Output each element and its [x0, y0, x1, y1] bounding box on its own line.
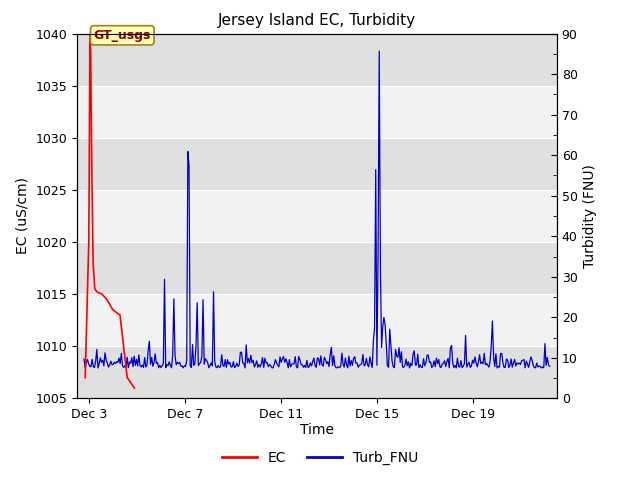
Bar — [77, 346, 557, 398]
Y-axis label: Turbidity (FNU): Turbidity (FNU) — [583, 164, 597, 268]
Title: Jersey Island EC, Turbidity: Jersey Island EC, Turbidity — [218, 13, 416, 28]
Legend: EC, Turb_FNU: EC, Turb_FNU — [216, 445, 424, 471]
Bar — [77, 190, 557, 242]
Bar — [77, 34, 557, 86]
X-axis label: Time: Time — [300, 422, 334, 436]
Text: GT_usgs: GT_usgs — [93, 29, 151, 42]
Y-axis label: EC (uS/cm): EC (uS/cm) — [15, 178, 29, 254]
Bar — [77, 294, 557, 346]
Bar — [77, 138, 557, 190]
Bar — [77, 86, 557, 138]
Bar — [77, 242, 557, 294]
